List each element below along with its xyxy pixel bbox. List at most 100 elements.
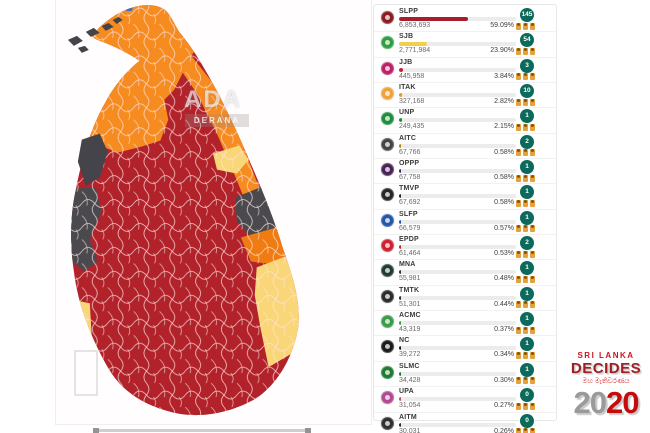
party-result-row[interactable]: OPPP 67,758 0.58% 1 xyxy=(374,159,556,185)
medal-icon xyxy=(530,377,535,385)
party-percent: 2.82% xyxy=(494,98,514,106)
party-abbr: TMVP xyxy=(399,185,420,193)
party-seats-badge: 54 xyxy=(520,33,534,48)
medal-icon xyxy=(516,326,521,334)
party-seats-badge: 145 xyxy=(520,8,534,22)
medal-icon xyxy=(516,199,521,207)
seat-medal-icons xyxy=(516,98,535,106)
medal-icon xyxy=(530,275,535,283)
seat-medal-icons xyxy=(516,22,535,30)
medal-icon xyxy=(530,351,535,359)
party-results-panel: SLPP 6,853,693 59.09% 145 SJB 2,771,984 … xyxy=(373,4,557,433)
vote-share-bar-fill xyxy=(399,93,403,98)
medal-icon xyxy=(523,301,528,309)
party-result-row[interactable]: TMTK 51,301 0.44% 1 xyxy=(374,286,556,312)
logo-year-gray: 20 xyxy=(573,385,607,420)
medal-icon xyxy=(530,174,535,182)
party-result-row[interactable]: ACMC 43,319 0.37% 1 xyxy=(374,311,556,337)
medal-icon xyxy=(523,98,528,106)
logo-sri-lanka-text: SRI LANKA xyxy=(577,351,635,360)
party-result-row[interactable]: AITM 30,031 0.26% 0 xyxy=(374,413,556,433)
medal-icon xyxy=(516,301,521,309)
medal-icon xyxy=(516,351,521,359)
party-result-row[interactable]: MNA 55,981 0.48% 1 xyxy=(374,260,556,286)
party-votes: 66,579 xyxy=(399,224,421,232)
vote-share-bar-fill xyxy=(399,270,401,275)
medal-icon xyxy=(516,402,521,410)
party-result-row[interactable]: SLMC 34,428 0.30% 1 xyxy=(374,362,556,388)
vote-share-bar-track xyxy=(399,143,516,148)
medal-icon xyxy=(516,47,521,55)
medal-icon xyxy=(516,174,521,182)
party-percent: 0.58% xyxy=(494,174,514,182)
party-percent: 0.34% xyxy=(494,351,514,359)
party-result-row[interactable]: SJB 2,771,984 23.90% 54 xyxy=(374,32,556,58)
party-votes: 2,771,984 xyxy=(399,47,431,55)
logo-sinhala-text: මහ මැතිවරණය xyxy=(582,378,630,385)
party-votes: 39,272 xyxy=(399,351,421,359)
party-abbr: ACMC xyxy=(399,312,421,320)
election-map-card: ADA DERANA xyxy=(55,0,372,425)
party-percent: 0.58% xyxy=(494,199,514,207)
medal-icon xyxy=(523,47,528,55)
party-result-row[interactable]: SLFP 66,579 0.57% 1 xyxy=(374,210,556,236)
medal-icon xyxy=(530,123,535,131)
party-seats-badge: 1 xyxy=(520,185,534,200)
party-result-row[interactable]: ITAK 327,168 2.82% 10 xyxy=(374,83,556,109)
party-seats-badge: 2 xyxy=(520,236,534,251)
medal-icon xyxy=(523,22,528,30)
party-logo-icon xyxy=(381,391,394,405)
medal-icon xyxy=(523,275,528,283)
vote-share-bar-fill xyxy=(399,295,401,300)
vote-share-bar-track xyxy=(399,346,516,351)
map-region-gray-islands[interactable] xyxy=(67,16,123,186)
party-result-row[interactable]: NC 39,272 0.34% 1 xyxy=(374,336,556,362)
vote-share-bar-track xyxy=(399,295,516,300)
party-result-row[interactable]: JJB 445,958 3.84% 3 xyxy=(374,58,556,84)
vote-share-bar-fill xyxy=(399,371,401,376)
medal-icon xyxy=(516,22,521,30)
party-result-row[interactable]: UNP 249,435 2.15% 1 xyxy=(374,108,556,134)
party-result-row[interactable]: TMVP 67,692 0.58% 1 xyxy=(374,184,556,210)
party-votes: 67,692 xyxy=(399,199,421,207)
party-logo-icon xyxy=(381,11,394,24)
party-percent: 0.57% xyxy=(494,224,514,232)
vote-share-bar-fill xyxy=(399,42,427,47)
logo-year-2020: 2020 xyxy=(563,387,649,418)
party-result-row[interactable]: UPA 31,054 0.27% 0 xyxy=(374,387,556,413)
medal-icon xyxy=(523,123,528,131)
party-abbr: EPDP xyxy=(399,236,419,244)
party-abbr: AITM xyxy=(399,413,417,421)
seat-medal-icons xyxy=(516,174,535,182)
medal-icon xyxy=(523,199,528,207)
medal-icon xyxy=(523,377,528,385)
vote-share-bar-track xyxy=(399,67,516,72)
adaderana-watermark-text: ADA xyxy=(184,86,242,113)
sri-lanka-district-map[interactable] xyxy=(56,0,371,424)
party-votes: 67,758 xyxy=(399,174,421,182)
vote-share-bar-fill xyxy=(399,219,401,224)
party-votes: 30,031 xyxy=(399,427,421,433)
seat-medal-icons xyxy=(516,326,535,334)
vote-share-bar-fill xyxy=(399,17,469,21)
medal-icon xyxy=(523,250,528,258)
party-logo-icon xyxy=(381,264,394,278)
vote-share-bar-fill xyxy=(399,194,401,199)
vote-share-bar-track xyxy=(399,270,516,275)
seat-medal-icons xyxy=(516,225,535,233)
party-seats-badge: 3 xyxy=(520,58,534,73)
map-scrubber[interactable] xyxy=(93,428,311,433)
vote-share-bar-track xyxy=(399,422,516,427)
party-votes: 43,319 xyxy=(399,326,421,334)
party-result-row[interactable]: SLPP 6,853,693 59.09% 145 xyxy=(374,7,556,33)
vote-share-bar-track xyxy=(399,245,516,250)
party-result-row[interactable]: AITC 67,766 0.58% 2 xyxy=(374,134,556,160)
party-abbr: JJB xyxy=(399,58,413,66)
vote-share-bar-fill xyxy=(399,422,401,427)
medal-icon xyxy=(530,402,535,410)
party-seats-badge: 1 xyxy=(520,109,534,124)
medal-icon xyxy=(523,326,528,334)
party-votes: 31,054 xyxy=(399,402,421,410)
party-votes: 34,428 xyxy=(399,376,421,384)
party-result-row[interactable]: EPDP 61,464 0.53% 2 xyxy=(374,235,556,261)
